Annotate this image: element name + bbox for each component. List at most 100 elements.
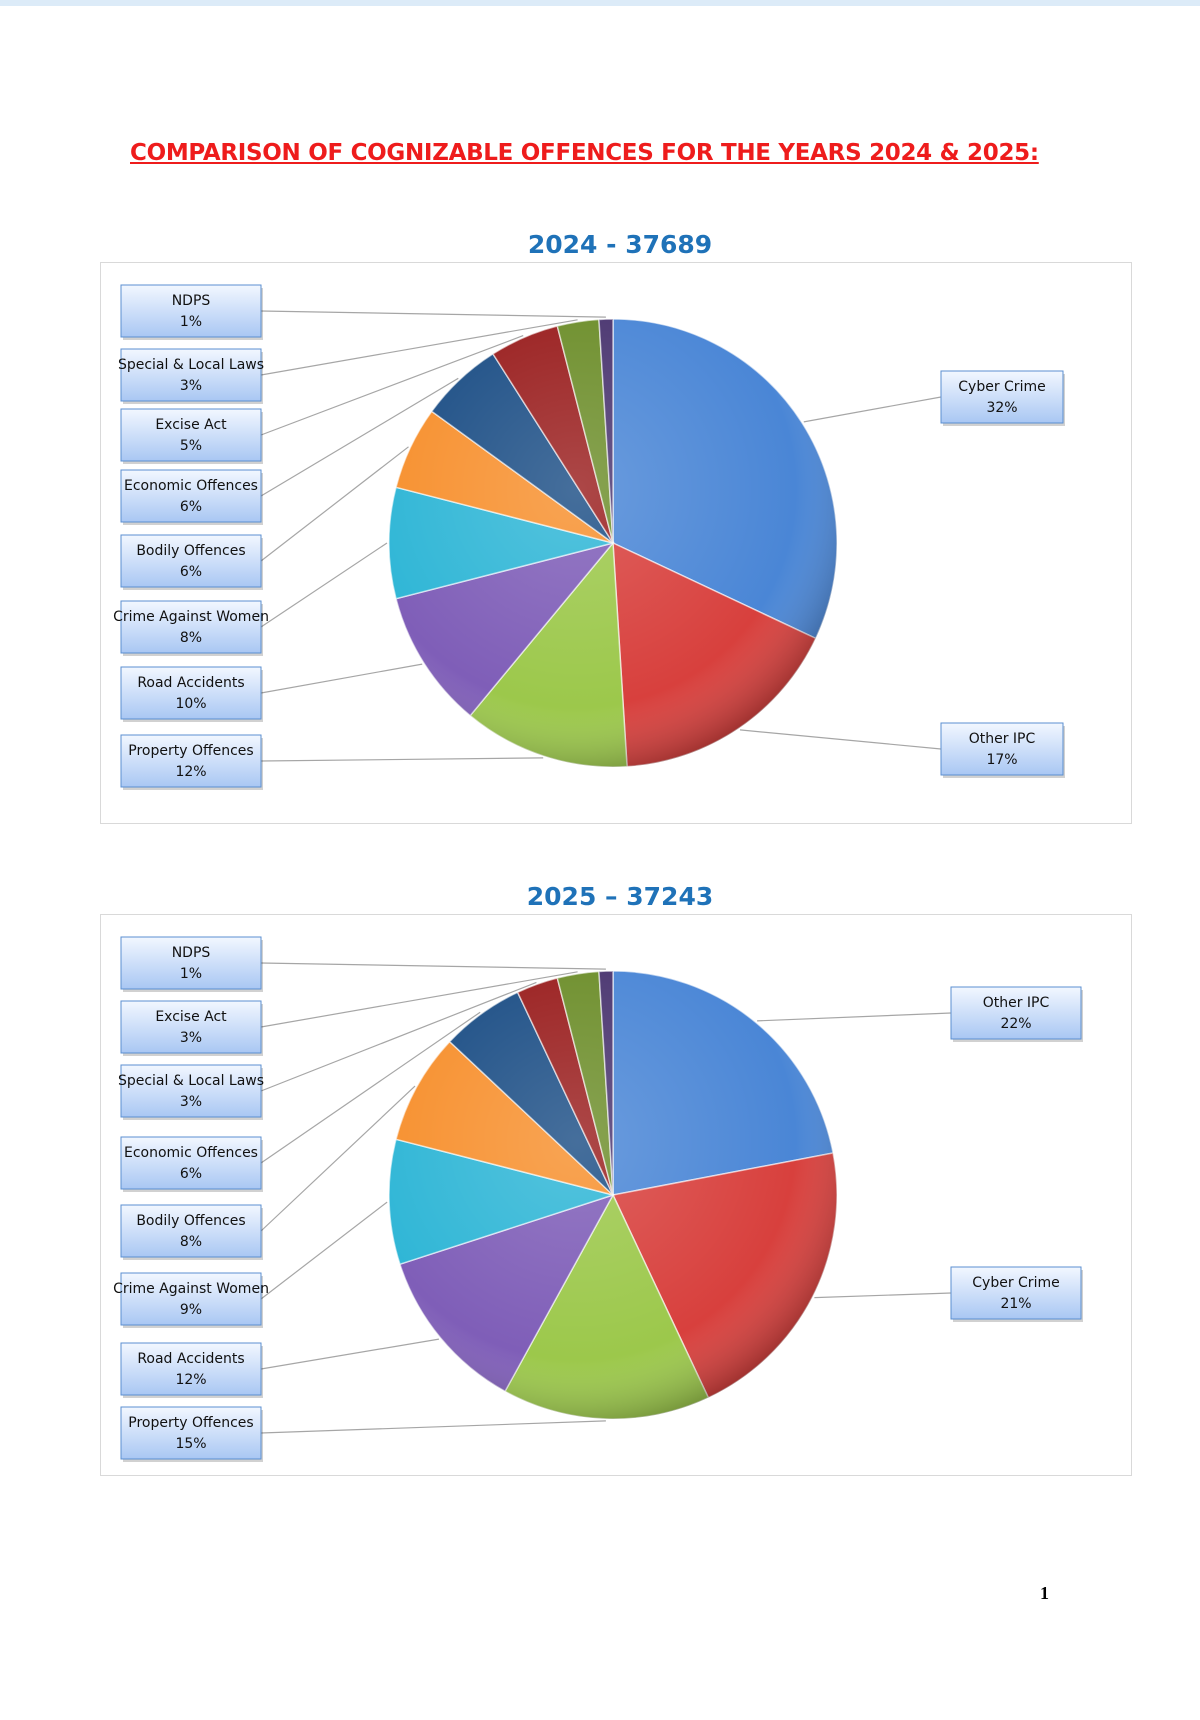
leader-line-cyber-crime [803, 396, 942, 423]
slice-name-text: Economic Offences [124, 478, 258, 494]
data-label-box [120, 408, 262, 462]
data-label-box [120, 284, 262, 338]
data-label-box [120, 666, 262, 720]
data-label-cyber-crime: Cyber Crime 32% [940, 370, 1065, 426]
data-label-crime-against-women: Crime Against Women 8% [113, 600, 269, 656]
data-label-box [120, 1000, 262, 1054]
pie-slices [388, 970, 838, 1420]
data-label-box [120, 1204, 262, 1258]
data-label-bodily-offences: Bodily Offences 8% [120, 1204, 263, 1260]
leader-line-ndps [260, 962, 606, 970]
leader-line-road-accidents [260, 1338, 439, 1370]
slice-name-text: Bodily Offences [136, 543, 245, 559]
slice-percent-text: 17% [986, 752, 1017, 768]
slice-name-text: Special & Local Laws [118, 1073, 264, 1089]
data-label-box [120, 600, 262, 654]
data-label-box [120, 1406, 262, 1460]
data-label-box [120, 734, 262, 788]
slice-percent-text: 12% [175, 764, 206, 780]
data-label-box [940, 722, 1064, 776]
leader-line-property-offences [260, 757, 544, 762]
slice-percent-text: 3% [180, 1030, 202, 1046]
slice-percent-text: 6% [180, 564, 202, 580]
slice-percent-text: 12% [175, 1372, 206, 1388]
data-label-box [120, 936, 262, 990]
leader-line-road-accidents [260, 663, 423, 694]
slice-percent-text: 3% [180, 378, 202, 394]
leader-line-crime-against-women [260, 1201, 388, 1300]
data-label-cyber-crime: Cyber Crime 21% [950, 1266, 1083, 1322]
slice-percent-text: 6% [180, 499, 202, 515]
data-label-other-ipc: Other IPC 17% [940, 722, 1065, 778]
slice-name-text: Road Accidents [137, 1351, 244, 1367]
slice-name-text: NDPS [172, 945, 211, 961]
slice-percent-text: 32% [986, 400, 1017, 416]
leader-line-other-ipc [757, 1012, 952, 1022]
leader-line-cyber-crime [814, 1292, 952, 1299]
data-label-box [940, 370, 1064, 424]
pie-slices [388, 318, 838, 768]
slice-labels: Other IPC 22% Cyber Crime 21% Property Offen… [113, 936, 1083, 1462]
data-label-economic-offences: Economic Offences 6% [120, 1136, 263, 1192]
data-label-special-and-local-laws: Special & Local Laws 3% [118, 1064, 264, 1120]
slice-percent-text: 8% [180, 630, 202, 646]
pie-chart-2025: Other IPC 22% Cyber Crime 21% Property Offen… [100, 914, 1132, 1476]
slice-percent-text: 21% [1000, 1296, 1031, 1312]
chart-title-2024: 2024 - 37689 [527, 230, 713, 259]
slice-name-text: Economic Offences [124, 1145, 258, 1161]
slice-labels: Cyber Crime 32% Other IPC 17% Property Offen… [113, 284, 1065, 790]
slice-name-text: Special & Local Laws [118, 357, 264, 373]
slice-name-text: NDPS [172, 293, 211, 309]
slice-percent-text: 1% [180, 314, 202, 330]
slice-percent-text: 15% [175, 1436, 206, 1452]
leader-line-crime-against-women [260, 542, 388, 628]
slice-name-text: Excise Act [155, 417, 227, 433]
pie-chart-2025-svg: Other IPC 22% Cyber Crime 21% Property Offen… [113, 936, 1083, 1462]
slice-percent-text: 9% [180, 1302, 202, 1318]
data-label-box [120, 1136, 262, 1190]
slice-name-text: Property Offences [128, 1415, 253, 1431]
slice-percent-text: 5% [180, 438, 202, 454]
data-label-excise-act: Excise Act 5% [120, 408, 263, 464]
slice-name-text: Crime Against Women [113, 609, 269, 625]
data-label-box [120, 534, 262, 588]
data-label-ndps: NDPS 1% [120, 284, 263, 340]
data-label-road-accidents: Road Accidents 10% [120, 666, 263, 722]
data-label-bodily-offences: Bodily Offences 6% [120, 534, 263, 590]
leader-line-other-ipc [739, 729, 942, 750]
leader-line-property-offences [260, 1420, 606, 1434]
page-number: 1 [1040, 1583, 1049, 1603]
slice-name-text: Other IPC [983, 995, 1050, 1011]
pie-chart-2024: Cyber Crime 32% Other IPC 17% Property Offen… [100, 262, 1132, 824]
data-label-crime-against-women: Crime Against Women 9% [113, 1272, 269, 1328]
slice-percent-text: 6% [180, 1166, 202, 1182]
slice-name-text: Other IPC [969, 731, 1036, 747]
data-label-economic-offences: Economic Offences 6% [120, 469, 263, 525]
leader-line-bodily-offences [260, 446, 409, 562]
slice-percent-text: 1% [180, 966, 202, 982]
slice-name-text: Bodily Offences [136, 1213, 245, 1229]
data-label-box [120, 348, 262, 402]
leader-line-ndps [260, 310, 606, 318]
data-label-ndps: NDPS 1% [120, 936, 263, 992]
slice-name-text: Cyber Crime [972, 1275, 1059, 1291]
data-label-property-offences: Property Offences 15% [120, 1406, 263, 1462]
slice-name-text: Crime Against Women [113, 1281, 269, 1297]
data-label-excise-act: Excise Act 3% [120, 1000, 263, 1056]
data-label-special-and-local-laws: Special & Local Laws 3% [118, 348, 264, 404]
data-label-property-offences: Property Offences 12% [120, 734, 263, 790]
data-label-other-ipc: Other IPC 22% [950, 986, 1083, 1042]
slice-percent-text: 8% [180, 1234, 202, 1250]
slice-percent-text: 3% [180, 1094, 202, 1110]
slice-name-text: Road Accidents [137, 675, 244, 691]
slice-name-text: Excise Act [155, 1009, 227, 1025]
data-label-box [120, 1342, 262, 1396]
data-label-box [120, 1272, 262, 1326]
pie-chart-2024-svg: Cyber Crime 32% Other IPC 17% Property Offen… [113, 284, 1065, 790]
top-band [0, 0, 1200, 6]
data-label-box [950, 1266, 1082, 1320]
data-label-road-accidents: Road Accidents 12% [120, 1342, 263, 1398]
data-label-box [120, 1064, 262, 1118]
chart-title-2025: 2025 – 37243 [526, 882, 714, 911]
slice-name-text: Cyber Crime [958, 379, 1045, 395]
